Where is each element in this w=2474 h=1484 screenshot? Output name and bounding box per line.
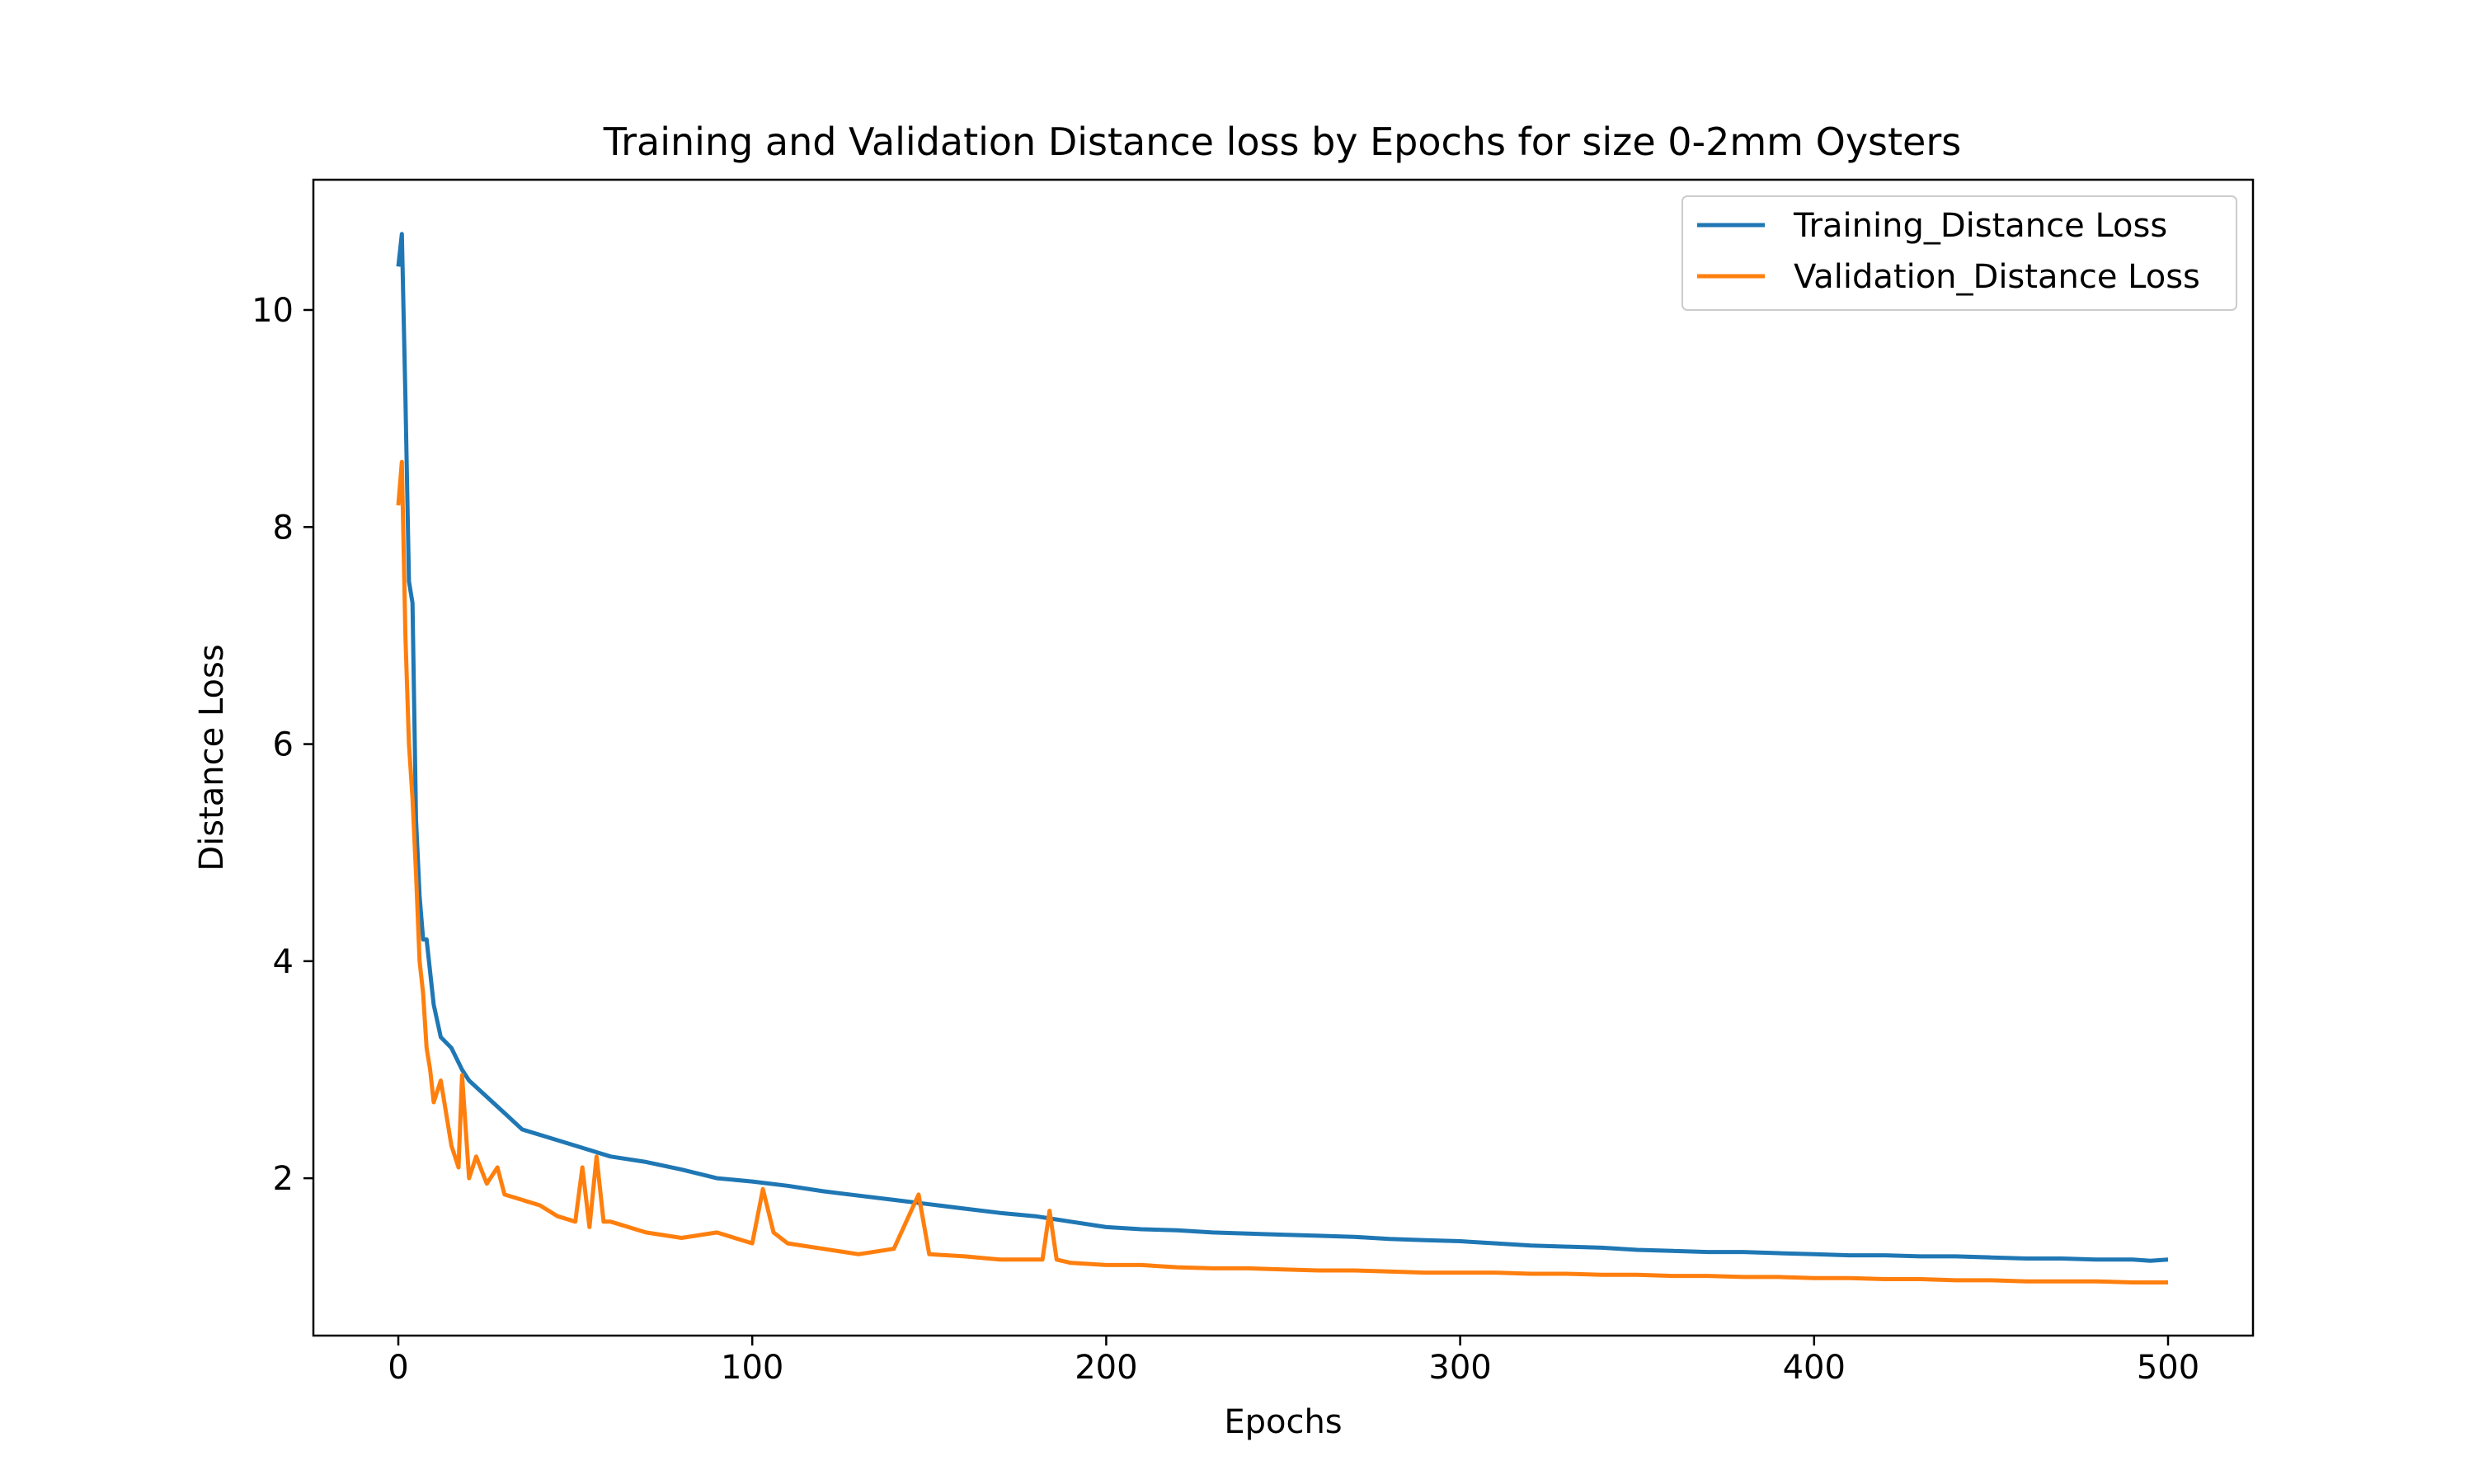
- x-tick-label: 500: [2137, 1349, 2199, 1387]
- y-tick-label: 6: [273, 726, 294, 764]
- series-line-training: [396, 232, 2169, 1263]
- x-tick-label: 0: [388, 1349, 408, 1387]
- y-tick-label: 2: [273, 1160, 294, 1198]
- legend-label-training: Training_Distance Loss: [1793, 207, 2167, 245]
- y-tick-label: 10: [252, 292, 294, 330]
- x-tick-label: 100: [721, 1349, 783, 1387]
- legend: Training_Distance Loss Validation_Distan…: [1681, 195, 2237, 311]
- series-layer: [396, 232, 2169, 1284]
- plot-frame: [312, 178, 2255, 1337]
- y-tick-label: 4: [273, 943, 294, 981]
- x-tick-label: 400: [1783, 1349, 1846, 1387]
- legend-box: [1681, 195, 2237, 311]
- x-axis-label: Epochs: [1224, 1403, 1342, 1441]
- x-tick-label: 200: [1075, 1349, 1137, 1387]
- y-axis-label: Distance Loss: [193, 644, 231, 871]
- y-tick-label: 8: [273, 509, 294, 547]
- x-tick-label: 300: [1428, 1349, 1491, 1387]
- x-axis-ticks: 0 100 200 300 400 500: [388, 1336, 2199, 1387]
- chart-title: Training and Validation Distance loss by…: [603, 120, 1961, 164]
- series-line-validation: [396, 459, 2168, 1284]
- legend-label-validation: Validation_Distance Loss: [1794, 258, 2200, 296]
- y-axis-ticks: 2 4 6 8 10: [252, 292, 313, 1198]
